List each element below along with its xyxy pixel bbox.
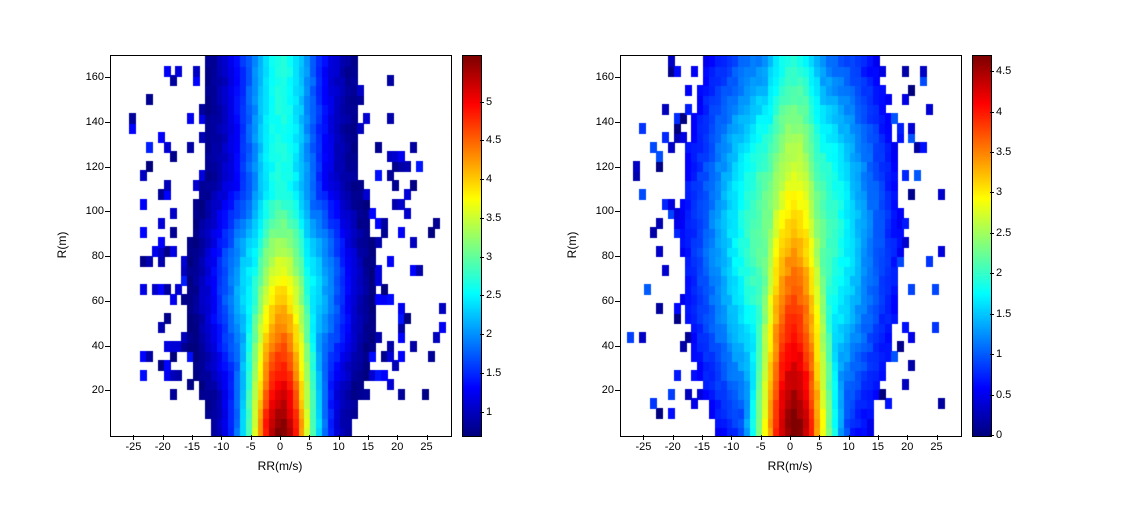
colorbar-left (462, 55, 482, 437)
colorbar-tick: 0.5 (996, 389, 1011, 401)
x-tick: 20 (391, 441, 403, 453)
x-tick: -20 (665, 441, 681, 453)
x-tick: -15 (184, 441, 200, 453)
colorbar-tick: 1.5 (996, 308, 1011, 320)
x-tick: -20 (155, 441, 171, 453)
colorbar-gradient (463, 56, 481, 436)
heatmap-right (621, 56, 961, 436)
y-tick: 160 (86, 71, 104, 83)
x-tick: 10 (842, 441, 854, 453)
colorbar-tick: 3 (996, 186, 1002, 198)
x-tick: -25 (635, 441, 651, 453)
x-tick: 25 (930, 441, 942, 453)
colorbar-tick: 4.5 (486, 134, 501, 146)
colorbar-tick: 2 (486, 328, 492, 340)
heatmap-left (111, 56, 451, 436)
y-tick: 60 (602, 295, 614, 307)
colorbar-tick: 1.5 (486, 367, 501, 379)
y-tick: 120 (86, 161, 104, 173)
y-tick: 40 (602, 340, 614, 352)
x-tick: 0 (277, 441, 283, 453)
colorbar-tick: 1 (486, 406, 492, 418)
y-axis-label: R(m) (55, 232, 69, 259)
colorbar-tick: 1 (996, 348, 1002, 360)
colorbar-tick: 3 (486, 251, 492, 263)
y-tick: 20 (92, 384, 104, 396)
y-axis-label: R(m) (565, 232, 579, 259)
colorbar-tick: 5 (486, 96, 492, 108)
y-tick: 120 (596, 161, 614, 173)
colorbar-tick: 2.5 (486, 289, 501, 301)
colorbar-tick: 4.5 (996, 65, 1011, 77)
x-tick: -5 (756, 441, 766, 453)
x-tick: 20 (901, 441, 913, 453)
colorbar-tick: 2 (996, 267, 1002, 279)
x-axis-label: RR(m/s) (258, 459, 303, 473)
x-axis-label: RR(m/s) (768, 459, 813, 473)
plot-left (110, 55, 452, 437)
colorbar-right (972, 55, 992, 437)
plot-right (620, 55, 962, 437)
colorbar-tick: 4 (996, 106, 1002, 118)
x-tick: 5 (816, 441, 822, 453)
x-tick: -5 (246, 441, 256, 453)
x-tick: -10 (213, 441, 229, 453)
y-tick: 40 (92, 340, 104, 352)
y-tick: 100 (596, 205, 614, 217)
figure: -25-20-15-10-505101520252040608010012014… (0, 0, 1137, 506)
y-tick: 100 (86, 205, 104, 217)
y-tick: 80 (92, 250, 104, 262)
x-tick: 5 (306, 441, 312, 453)
y-tick: 60 (92, 295, 104, 307)
y-tick: 140 (596, 116, 614, 128)
x-tick: 15 (362, 441, 374, 453)
y-tick: 80 (602, 250, 614, 262)
x-tick: 0 (787, 441, 793, 453)
x-tick: 15 (872, 441, 884, 453)
y-tick: 20 (602, 384, 614, 396)
x-tick: 10 (332, 441, 344, 453)
y-tick: 140 (86, 116, 104, 128)
x-tick: 25 (420, 441, 432, 453)
x-tick: -25 (125, 441, 141, 453)
colorbar-tick: 3.5 (996, 146, 1011, 158)
y-tick: 160 (596, 71, 614, 83)
colorbar-gradient (973, 56, 991, 436)
colorbar-tick: 4 (486, 173, 492, 185)
colorbar-tick: 3.5 (486, 212, 501, 224)
colorbar-tick: 2.5 (996, 227, 1011, 239)
colorbar-tick: 0 (996, 429, 1002, 441)
x-tick: -15 (694, 441, 710, 453)
x-tick: -10 (723, 441, 739, 453)
